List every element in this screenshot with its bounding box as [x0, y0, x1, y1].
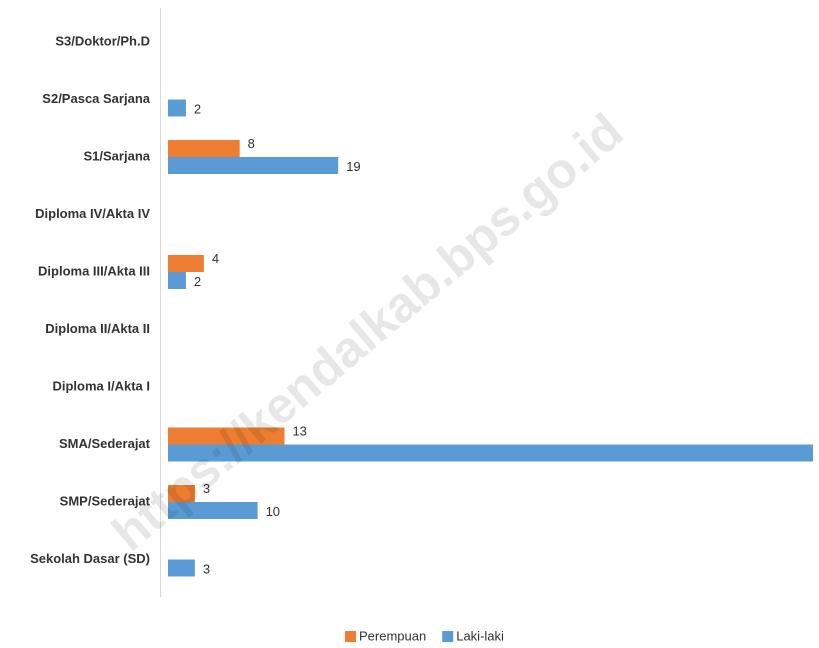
data-label: 3: [203, 561, 210, 576]
y-tick-label: Diploma III/Akta III: [38, 263, 150, 278]
bar: [168, 272, 186, 289]
y-tick-label: S2/Pasca Sarjana: [42, 91, 150, 106]
bar: [168, 559, 195, 577]
y-tick-label: Diploma IV/Akta IV: [35, 206, 150, 221]
data-label: 13: [292, 423, 306, 438]
y-tick-label: S3/Doktor/Ph.D: [55, 33, 150, 48]
data-label: 19: [346, 159, 360, 174]
bar: [168, 444, 813, 462]
y-tick-label: Diploma II/Akta II: [45, 321, 150, 336]
y-tick-label: Diploma I/Akta I: [52, 378, 150, 393]
bar: [168, 140, 240, 157]
bar: [168, 99, 186, 117]
legend-swatch: [442, 631, 454, 642]
bar: [168, 485, 195, 502]
y-tick-label: S1/Sarjana: [84, 148, 151, 163]
bar: [168, 255, 204, 272]
data-label: 2: [194, 274, 201, 289]
legend-swatch: [345, 631, 356, 642]
y-tick-label: Sekolah Dasar (SD): [30, 551, 150, 566]
data-label: 8: [248, 136, 255, 151]
bar: [168, 502, 258, 519]
legend-label: Laki-laki: [456, 628, 504, 643]
data-label: 10: [266, 504, 280, 519]
bar: [168, 427, 285, 445]
data-label: 3: [203, 481, 210, 496]
bar: [168, 157, 339, 174]
y-tick-label: SMA/Sederajat: [59, 436, 151, 451]
data-label: 2: [194, 101, 201, 116]
legend-label: Perempuan: [359, 628, 426, 643]
data-label: 4: [212, 251, 219, 266]
y-tick-label: SMP/Sederajat: [60, 493, 151, 508]
